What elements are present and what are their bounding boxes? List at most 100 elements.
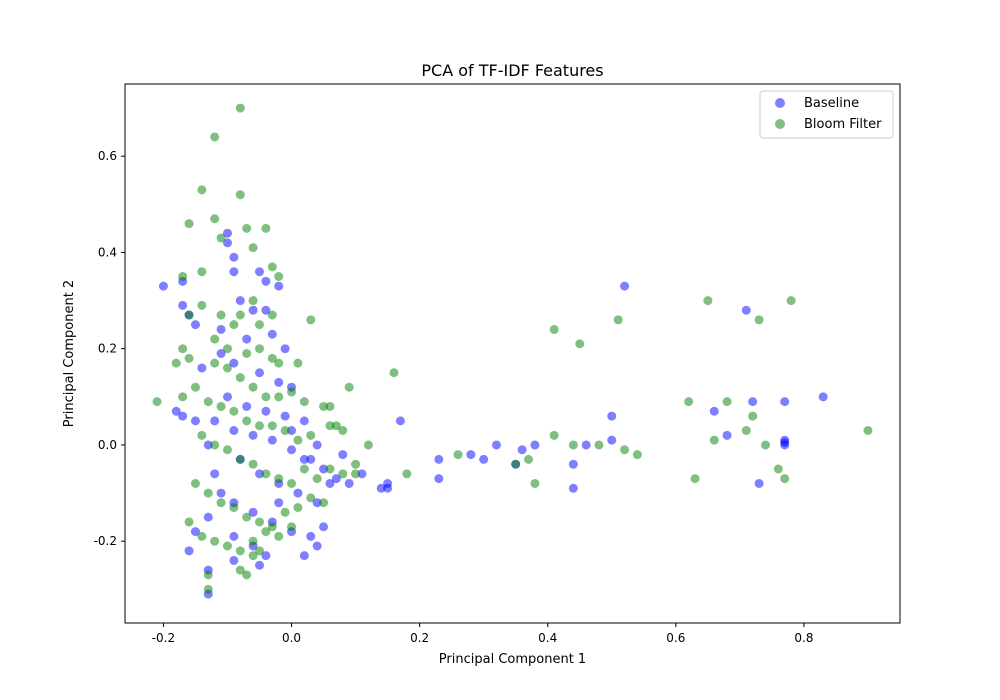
point-bloom-filter <box>709 435 719 445</box>
point-bloom-filter <box>287 478 297 488</box>
point-bloom-filter <box>741 426 751 435</box>
y-tick-label: -0.2 <box>94 534 117 548</box>
point-bloom-filter <box>210 334 220 344</box>
point-bloom-filter <box>594 440 604 450</box>
point-baseline <box>306 531 316 541</box>
point-bloom-filter <box>255 320 265 330</box>
legend-box <box>759 90 894 139</box>
point-bloom-filter <box>363 440 373 450</box>
point-baseline <box>581 440 591 450</box>
point-baseline <box>741 305 751 315</box>
point-baseline <box>434 454 444 464</box>
point-bloom-filter <box>248 536 258 546</box>
point-baseline <box>216 488 226 498</box>
point-bloom-filter <box>280 426 290 435</box>
point-baseline <box>818 392 828 402</box>
point-baseline <box>434 474 444 484</box>
point-bloom-filter <box>222 363 232 373</box>
legend-marker-baseline <box>775 98 785 108</box>
y-axis-ticks: -0.2 0.0 0.2 0.4 0.6 <box>94 149 125 548</box>
point-bloom-filter <box>203 570 213 580</box>
point-baseline <box>620 281 630 291</box>
x-tick-label: 0.8 <box>794 631 813 645</box>
point-baseline <box>216 324 226 334</box>
x-tick-label: 0.0 <box>282 631 301 645</box>
point-baseline <box>274 281 284 291</box>
point-bloom-filter <box>197 430 207 440</box>
point-baseline <box>248 305 258 315</box>
point-baseline <box>178 411 188 421</box>
point-baseline <box>203 440 213 450</box>
point-bloom-filter <box>216 498 226 508</box>
point-bloom-filter <box>722 397 732 407</box>
point-bloom-filter <box>786 296 796 306</box>
point-baseline <box>319 522 329 532</box>
point-baseline <box>229 267 239 277</box>
point-baseline <box>184 546 194 556</box>
point-bloom-filter <box>242 223 252 233</box>
point-bloom-filter <box>203 584 213 594</box>
point-baseline <box>210 416 220 426</box>
point-bloom-filter <box>274 474 284 484</box>
point-baseline <box>709 406 719 416</box>
point-bloom-filter <box>306 315 316 325</box>
point-baseline <box>171 406 181 416</box>
x-tick-label: 0.2 <box>410 631 429 645</box>
point-bloom-filter <box>325 421 335 431</box>
point-bloom-filter <box>319 498 329 508</box>
point-baseline <box>331 474 341 484</box>
point-baseline <box>306 454 316 464</box>
point-bloom-filter <box>178 344 188 354</box>
point-baseline <box>255 368 265 378</box>
point-bloom-filter <box>229 320 239 330</box>
point-bloom-filter <box>549 324 559 334</box>
point-bloom-filter <box>248 551 258 561</box>
point-bloom-filter <box>863 426 873 435</box>
point-bloom-filter <box>773 464 783 474</box>
point-bloom-filter <box>293 435 303 445</box>
point-baseline <box>261 551 271 561</box>
point-baseline <box>780 397 790 407</box>
point-baseline <box>299 551 309 561</box>
point-baseline <box>248 430 258 440</box>
point-baseline <box>235 296 245 306</box>
point-baseline <box>261 406 271 416</box>
point-bloom-filter <box>203 397 213 407</box>
point-baseline <box>312 498 322 508</box>
point-bloom-filter <box>287 387 297 397</box>
point-bloom-filter <box>210 214 220 224</box>
point-baseline <box>242 334 252 344</box>
point-bloom-filter <box>235 103 245 113</box>
point-bloom-filter <box>203 488 213 498</box>
point-bloom-filter <box>261 469 271 479</box>
point-bloom-filter <box>235 190 245 200</box>
points-layer <box>152 103 873 599</box>
point-baseline <box>293 488 303 498</box>
point-baseline <box>395 416 405 426</box>
point-bloom-filter <box>261 392 271 402</box>
y-tick-label: 0.0 <box>98 438 117 452</box>
point-bloom-filter <box>184 353 194 363</box>
point-bloom-filter <box>178 392 188 402</box>
point-bloom-filter <box>216 233 226 243</box>
point-bloom-filter <box>235 310 245 320</box>
point-bloom-filter <box>216 401 226 411</box>
point-bloom-filter <box>267 353 277 363</box>
point-bloom-filter <box>242 570 252 580</box>
point-bloom-filter <box>280 507 290 517</box>
point-bloom-filter <box>197 300 207 310</box>
point-bloom-filter <box>216 310 226 320</box>
point-baseline <box>229 555 239 565</box>
point-bloom-filter <box>293 503 303 512</box>
point-baseline <box>312 440 322 450</box>
point-bloom-filter <box>197 267 207 277</box>
point-baseline <box>466 450 476 460</box>
point-bloom-filter <box>575 339 585 349</box>
point-baseline <box>210 469 220 479</box>
point-bloom-filter <box>248 459 258 469</box>
point-baseline <box>229 358 239 368</box>
point-bloom-filter <box>338 426 348 435</box>
point-baseline <box>491 440 501 450</box>
point-bloom-filter <box>524 454 534 464</box>
point-baseline <box>203 512 213 522</box>
